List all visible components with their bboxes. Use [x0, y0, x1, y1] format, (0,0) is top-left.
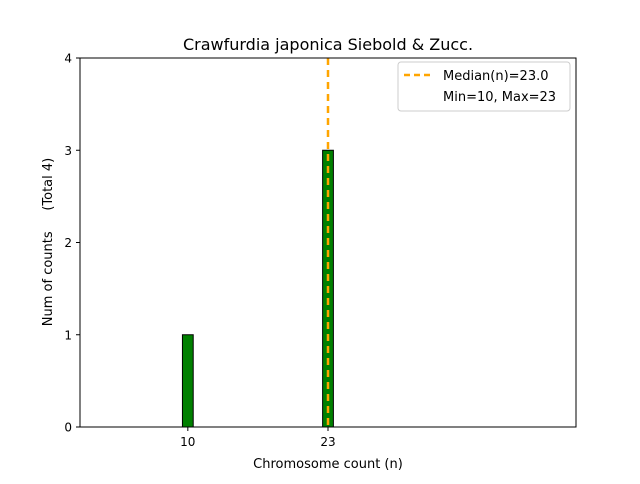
legend-box: [397, 61, 571, 112]
x-axis-label: Chromosome count (n): [253, 457, 403, 472]
legend-median-label: Median(n)=23.0: [443, 69, 549, 84]
bar-10: [181, 334, 194, 428]
y-axis: 0 1 2 3 4: [64, 52, 80, 435]
x-axis: 10 23: [180, 427, 336, 449]
legend: Median(n)=23.0 Min=10, Max=23: [397, 61, 571, 112]
chart-title: Crawfurdia japonica Siebold & Zucc.: [183, 35, 473, 54]
y-axis-label: Num of counts (Total 4): [41, 158, 56, 326]
x-tick-label: 10: [180, 435, 195, 449]
legend-minmax-label: Min=10, Max=23: [443, 90, 556, 105]
y-tick-label: 4: [64, 52, 72, 66]
y-tick-label: 0: [64, 421, 72, 435]
y-tick-label: 3: [64, 144, 72, 158]
x-tick-label: 23: [320, 435, 335, 449]
y-tick-label: 2: [64, 236, 72, 250]
y-tick-label: 1: [64, 328, 72, 342]
